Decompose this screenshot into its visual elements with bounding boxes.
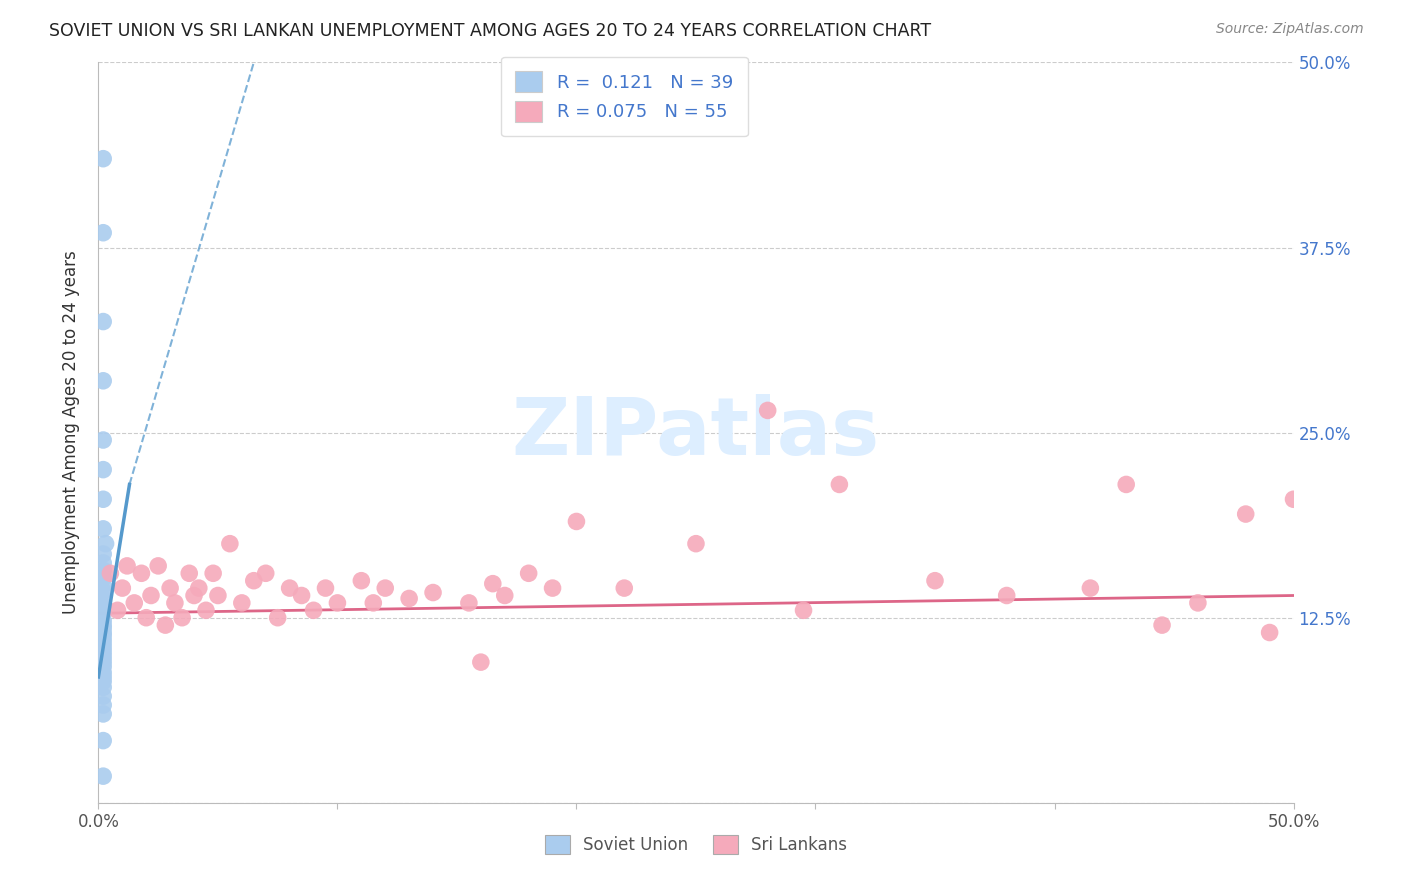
- Point: [148, 558, 170, 573]
- Point: [995, 589, 1018, 603]
- Point: [91, 706, 114, 721]
- Point: [315, 581, 337, 595]
- Point: [91, 659, 114, 673]
- Point: [207, 589, 229, 603]
- Point: [326, 596, 349, 610]
- Point: [98, 566, 122, 581]
- Point: [91, 571, 114, 585]
- Point: [131, 566, 153, 581]
- Point: [91, 314, 114, 328]
- Point: [91, 621, 114, 635]
- Point: [91, 665, 114, 680]
- Point: [291, 589, 314, 603]
- Point: [398, 591, 420, 606]
- Point: [202, 566, 225, 581]
- Point: [91, 618, 114, 632]
- Point: [195, 603, 218, 617]
- Point: [179, 566, 201, 581]
- Point: [219, 536, 242, 550]
- Point: [243, 574, 266, 588]
- Point: [350, 574, 373, 588]
- Point: [565, 515, 588, 529]
- Point: [517, 566, 540, 581]
- Point: [91, 681, 114, 695]
- Point: [1282, 492, 1305, 507]
- Point: [302, 603, 325, 617]
- Point: [756, 403, 779, 417]
- Text: ZIPatlas: ZIPatlas: [512, 393, 880, 472]
- Point: [793, 603, 815, 617]
- Point: [91, 374, 114, 388]
- Point: [91, 591, 114, 606]
- Point: [91, 584, 114, 599]
- Point: [494, 589, 516, 603]
- Point: [91, 655, 114, 669]
- Y-axis label: Unemployment Among Ages 20 to 24 years: Unemployment Among Ages 20 to 24 years: [62, 251, 80, 615]
- Point: [91, 492, 114, 507]
- Point: [155, 618, 177, 632]
- Point: [91, 733, 114, 747]
- Point: [91, 607, 114, 621]
- Point: [470, 655, 492, 669]
- Point: [107, 603, 129, 617]
- Point: [91, 433, 114, 447]
- Point: [1152, 618, 1174, 632]
- Point: [1187, 596, 1209, 610]
- Point: [139, 589, 162, 603]
- Point: [91, 226, 114, 240]
- Point: [278, 581, 301, 595]
- Point: [91, 547, 114, 561]
- Point: [91, 578, 114, 592]
- Point: [363, 596, 385, 610]
- Text: Source: ZipAtlas.com: Source: ZipAtlas.com: [1216, 22, 1364, 37]
- Point: [1234, 507, 1257, 521]
- Point: [91, 698, 114, 712]
- Text: SOVIET UNION VS SRI LANKAN UNEMPLOYMENT AMONG AGES 20 TO 24 YEARS CORRELATION CH: SOVIET UNION VS SRI LANKAN UNEMPLOYMENT …: [49, 22, 931, 40]
- Point: [685, 536, 707, 550]
- Point: [924, 574, 946, 588]
- Point: [91, 556, 114, 570]
- Point: [124, 596, 146, 610]
- Point: [1115, 477, 1137, 491]
- Point: [163, 596, 186, 610]
- Point: [91, 670, 114, 684]
- Point: [94, 536, 117, 550]
- Point: [91, 674, 114, 689]
- Point: [91, 599, 114, 613]
- Point: [374, 581, 396, 595]
- Point: [111, 581, 134, 595]
- Point: [231, 596, 253, 610]
- Point: [91, 646, 114, 660]
- Point: [91, 563, 114, 577]
- Point: [115, 558, 138, 573]
- Point: [183, 589, 205, 603]
- Point: [91, 152, 114, 166]
- Point: [91, 650, 114, 665]
- Point: [187, 581, 209, 595]
- Point: [458, 596, 481, 610]
- Point: [135, 610, 157, 624]
- Point: [1080, 581, 1102, 595]
- Point: [91, 614, 114, 628]
- Point: [422, 585, 444, 599]
- Point: [91, 625, 114, 640]
- Point: [91, 637, 114, 651]
- Point: [91, 462, 114, 476]
- Point: [91, 641, 114, 656]
- Point: [91, 632, 114, 647]
- Legend: Soviet Union, Sri Lankans: Soviet Union, Sri Lankans: [538, 829, 853, 861]
- Point: [91, 522, 114, 536]
- Point: [828, 477, 851, 491]
- Point: [159, 581, 181, 595]
- Point: [541, 581, 564, 595]
- Point: [613, 581, 636, 595]
- Point: [1258, 625, 1281, 640]
- Point: [91, 628, 114, 642]
- Point: [267, 610, 290, 624]
- Point: [91, 689, 114, 703]
- Point: [172, 610, 194, 624]
- Point: [254, 566, 277, 581]
- Point: [481, 576, 505, 591]
- Point: [91, 769, 114, 783]
